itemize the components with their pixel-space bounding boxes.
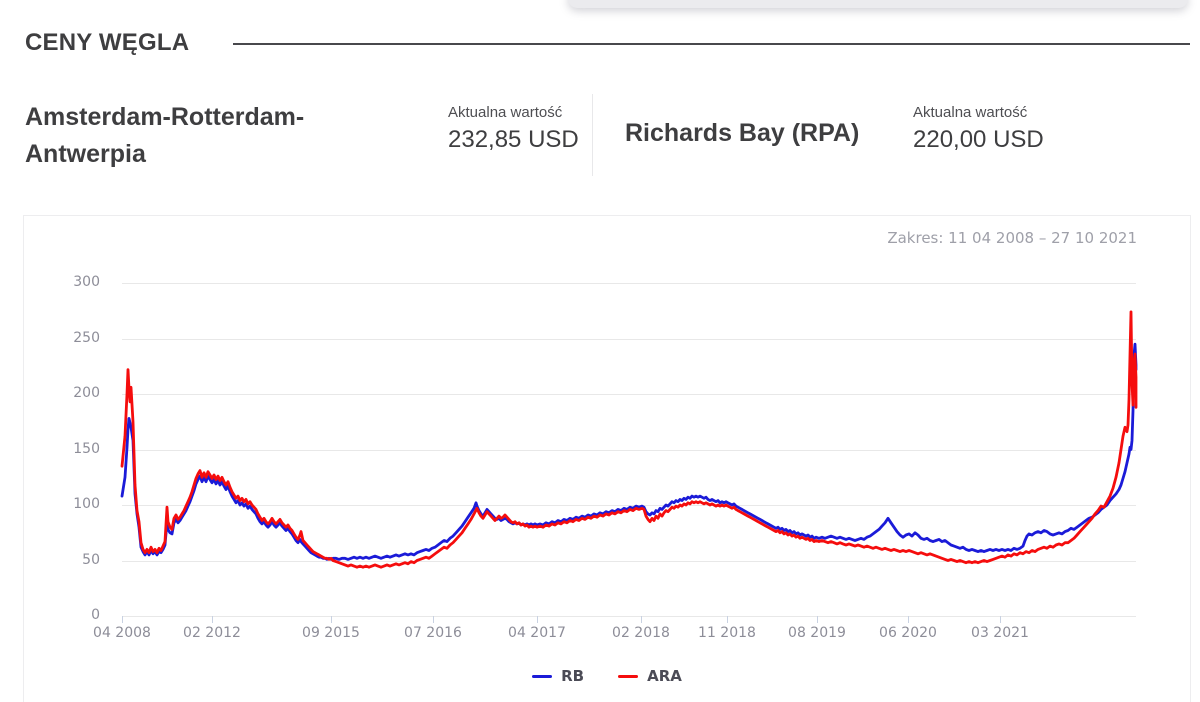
current-value-ara: 232,85 USD xyxy=(448,126,579,153)
x-axis-label-11-2018: 11 2018 xyxy=(698,625,756,641)
legend-marker-ara-icon xyxy=(618,674,639,678)
section-title-rule xyxy=(233,43,1190,45)
y-axis-label-250: 250 xyxy=(73,330,100,346)
x-axis-tick xyxy=(908,616,909,623)
y-axis-label-300: 300 xyxy=(73,274,100,290)
y-gridline-300 xyxy=(122,283,1136,284)
chart-series-svg xyxy=(120,310,1138,569)
series-line-ara xyxy=(120,310,1138,569)
previous-card-bottom-edge xyxy=(568,0,1188,8)
y-gridline-0 xyxy=(122,616,1136,617)
x-axis-label-08-2019: 08 2019 xyxy=(788,625,846,641)
x-axis-label-03-2021: 03 2021 xyxy=(971,625,1029,641)
price-chart-card: Zakres: 11 04 2008 – 27 10 2021 RB ARA 30… xyxy=(23,215,1191,702)
x-axis-tick xyxy=(817,616,818,623)
chart-legend: RB ARA xyxy=(24,667,1190,685)
x-axis-tick xyxy=(641,616,642,623)
x-axis-label-06-2020: 06 2020 xyxy=(879,625,937,641)
x-axis-tick xyxy=(212,616,213,623)
x-axis-label-02-2012: 02 2012 xyxy=(183,625,241,641)
section-title: CENY WĘGLA xyxy=(25,29,190,56)
y-gridline-50 xyxy=(122,561,1136,562)
y-gridline-250 xyxy=(122,339,1136,340)
y-axis-label-100: 100 xyxy=(73,496,100,512)
legend-item-ara[interactable]: ARA xyxy=(618,667,682,685)
chart-plot-area[interactable] xyxy=(122,283,1136,616)
x-axis-label-02-2018: 02 2018 xyxy=(612,625,670,641)
current-value-label-rb: Aktualna wartość xyxy=(913,104,1028,121)
chart-range-label: Zakres: 11 04 2008 – 27 10 2021 xyxy=(887,229,1137,247)
x-axis-tick xyxy=(727,616,728,623)
instrument-name-ara: Amsterdam-Rotterdam-Antwerpia xyxy=(25,103,305,168)
y-gridline-200 xyxy=(122,394,1136,395)
x-axis-tick xyxy=(331,616,332,623)
y-axis-label-200: 200 xyxy=(73,385,100,401)
x-axis-label-04-2008: 04 2008 xyxy=(93,625,151,641)
x-axis-tick xyxy=(1000,616,1001,623)
y-gridline-100 xyxy=(122,505,1136,506)
current-value-label-ara: Aktualna wartość xyxy=(448,104,563,121)
x-axis-tick xyxy=(122,616,123,623)
y-gridline-150 xyxy=(122,450,1136,451)
x-axis-label-04-2017: 04 2017 xyxy=(508,625,566,641)
current-value-rb: 220,00 USD xyxy=(913,126,1044,153)
x-axis-label-07-2016: 07 2016 xyxy=(404,625,462,641)
legend-label-rb: RB xyxy=(561,667,585,685)
current-value-block-ara: Aktualna wartość 232,85 USD xyxy=(448,104,579,154)
y-axis-label-50: 50 xyxy=(82,552,100,568)
legend-item-rb[interactable]: RB xyxy=(532,667,584,685)
instrument-name-rb: Richards Bay (RPA) xyxy=(625,119,860,147)
y-axis-label-0: 0 xyxy=(91,607,100,623)
x-axis-label-09-2015: 09 2015 xyxy=(302,625,360,641)
legend-label-ara: ARA xyxy=(647,667,682,685)
x-axis-tick xyxy=(433,616,434,623)
y-axis-label-150: 150 xyxy=(73,441,100,457)
x-axis-tick xyxy=(537,616,538,623)
series-line-rb xyxy=(120,342,1138,561)
legend-marker-rb-icon xyxy=(532,674,553,678)
current-value-block-rb: Aktualna wartość 220,00 USD xyxy=(913,104,1044,154)
quotes-divider xyxy=(592,94,593,176)
